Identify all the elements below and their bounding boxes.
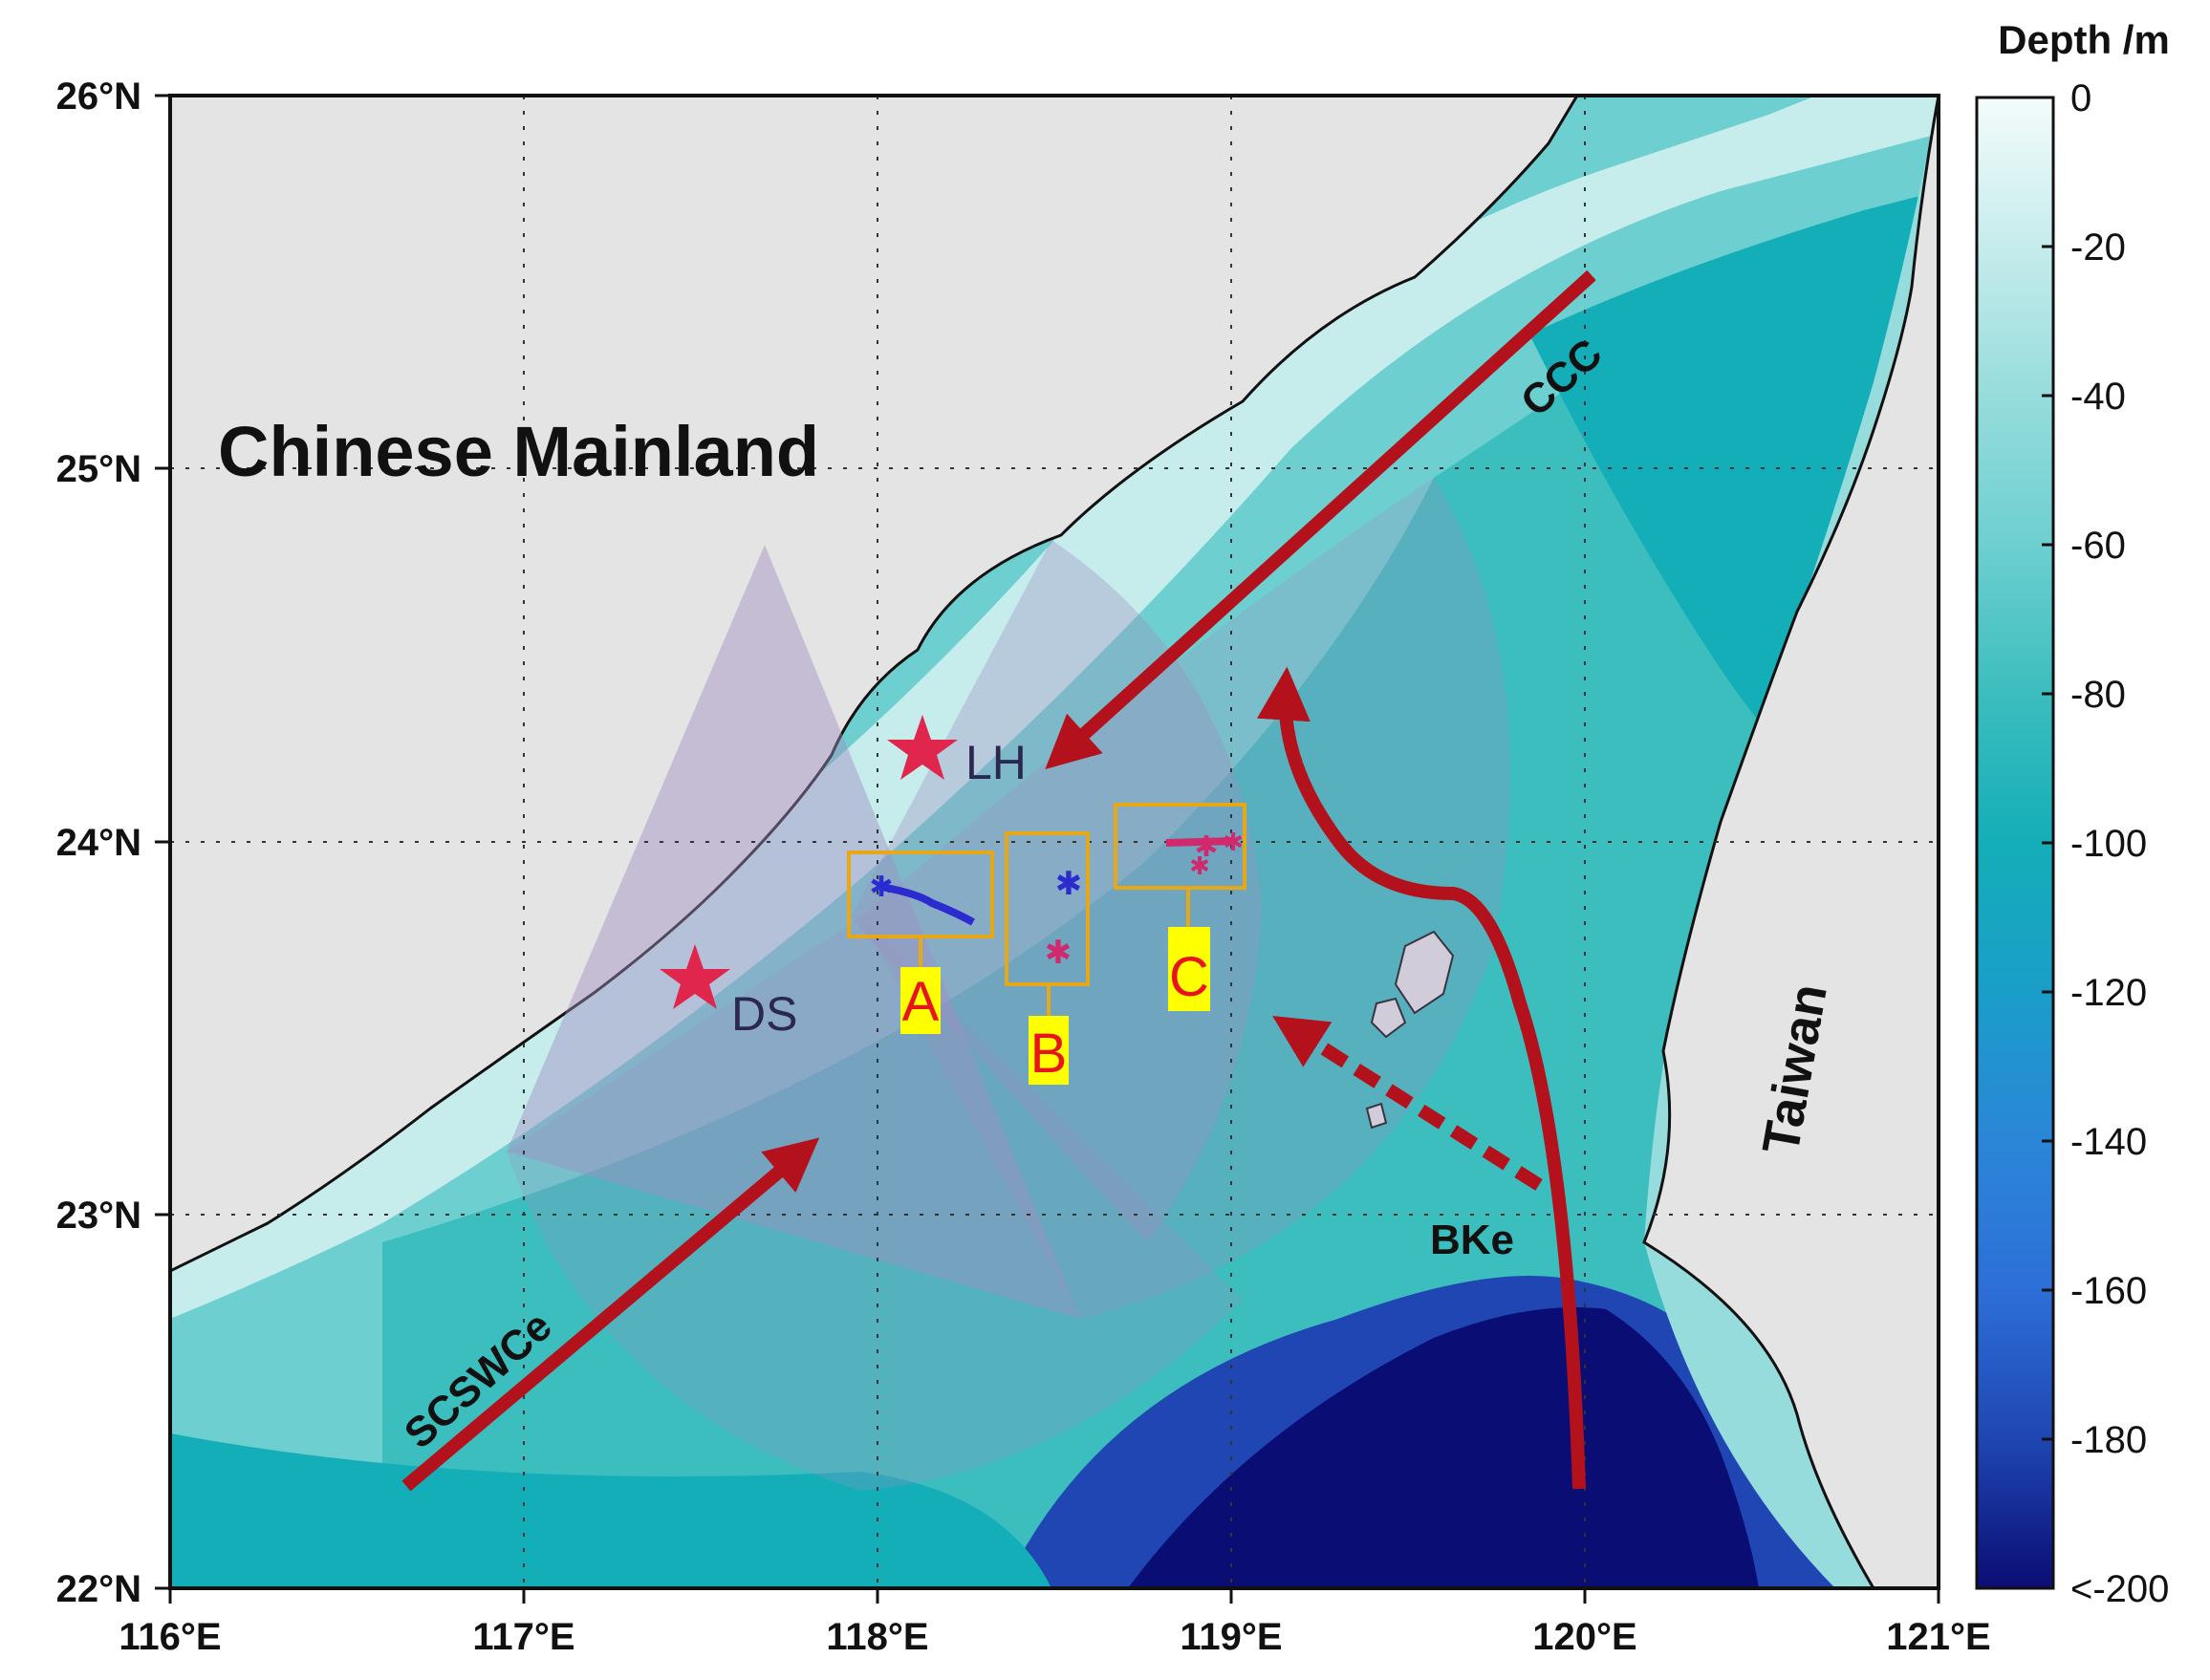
penghu-islands [1365, 930, 1455, 1130]
ds-label: DS [731, 987, 797, 1041]
x-tick-label: 117°E [472, 1616, 574, 1658]
current-bke: BKe [1272, 1015, 1543, 1263]
colorbar-title: Depth /m [1998, 17, 2170, 62]
chinese-mainland [170, 96, 1579, 1273]
box-c-track [1165, 837, 1234, 847]
colorbar-scale [1975, 96, 2055, 1590]
box-c-label-bg [1168, 927, 1210, 1011]
colorbar-tick-label: -120 [2070, 972, 2147, 1014]
mainland-label: Chinese Mainland [218, 412, 819, 491]
site-lh: LH [887, 715, 1027, 789]
colorbar-tick-label: -180 [2070, 1419, 2147, 1461]
x-tick-label: 120°E [1532, 1616, 1636, 1658]
y-tick-label: 25°N [56, 448, 141, 490]
y-axis-labels: 26°N 25°N 24°N 23°N 22°N [56, 75, 141, 1610]
y-tick-label: 22°N [56, 1568, 141, 1610]
asterisk-icon: ✱ [869, 871, 893, 904]
colorbar-tick-label: -160 [2070, 1270, 2147, 1312]
y-tick-label: 23°N [56, 1195, 141, 1237]
box-a-track [880, 883, 975, 926]
x-tick-label: 121°E [1886, 1616, 1990, 1658]
map-body [170, 96, 1939, 1588]
colorbar-tick-label: 0 [2070, 77, 2091, 119]
colorbar-tick-label: -40 [2070, 376, 2126, 418]
current-kuroshio [1256, 666, 1586, 1490]
lh-label: LH [965, 736, 1027, 789]
shelf-deep-zone [382, 239, 1939, 1588]
x-axis-labels: 116°E 117°E 118°E 119°E 120°E 121°E [119, 1616, 1990, 1658]
box-b: ✱ ✱ B [1005, 831, 1090, 1085]
radar-fan-ds [507, 545, 1080, 1319]
x-tick-label: 116°E [119, 1616, 221, 1658]
radar-fan-south [507, 917, 1243, 1491]
colorbar-tick-label: -20 [2070, 226, 2126, 269]
x-tick-label: 118°E [826, 1616, 928, 1658]
y-tick-label: 24°N [56, 822, 141, 864]
x-tick-label: 119°E [1180, 1616, 1282, 1658]
site-ds: DS [660, 944, 797, 1041]
asterisk-icon: ✱ [1189, 852, 1210, 881]
scswce-arrow [401, 1137, 820, 1492]
bke-arrow [1272, 1015, 1543, 1191]
asterisk-icon: ✱ [1055, 865, 1083, 903]
ds-star-icon [660, 944, 730, 1009]
radar-fan-outer [860, 478, 1510, 1319]
box-b-label: B [1030, 1023, 1068, 1085]
deep-basin [1128, 1307, 1759, 1588]
box-a-label-bg [900, 967, 941, 1034]
colorbar-ticks [2042, 96, 2053, 1590]
asterisk-icon: ✱ [1223, 829, 1244, 857]
y-tick-label: 26°N [56, 75, 141, 118]
box-c: ✱ ✱ ✱ C [1114, 803, 1246, 1011]
ccc-arrow [1045, 269, 1596, 770]
box-a: ✱ A [847, 851, 994, 1034]
colorbar-tick-label: -140 [2070, 1121, 2147, 1163]
axis-ticks [155, 94, 1940, 1604]
box-c-label: C [1169, 946, 1209, 1008]
colorbar-tick-label: -80 [2070, 674, 2126, 716]
box-b-label-bg [1029, 1016, 1069, 1085]
box-a-label: A [902, 971, 940, 1033]
southwest-shelf [170, 1433, 1051, 1588]
depth-colorbar: Depth /m 0 -20 -40 -60 -80 -100 -120 -14… [1975, 17, 2170, 1610]
nearshore-shallow [170, 96, 1939, 1319]
lh-star-icon [887, 715, 958, 780]
asterisk-icon: ✱ [1045, 934, 1072, 972]
colorbar-tick-label: -100 [2070, 823, 2147, 865]
colorbar-tick-label: -60 [2070, 525, 2126, 567]
colorbar-tick-label: <-200 [2070, 1568, 2169, 1610]
bke-label: BKe [1430, 1217, 1514, 1263]
box-c-outline [1114, 803, 1246, 890]
radar-fan-lh [851, 540, 1262, 1242]
asterisk-icon: ✱ [1194, 830, 1218, 864]
kuroshio-branch-arrow [1256, 666, 1586, 1490]
